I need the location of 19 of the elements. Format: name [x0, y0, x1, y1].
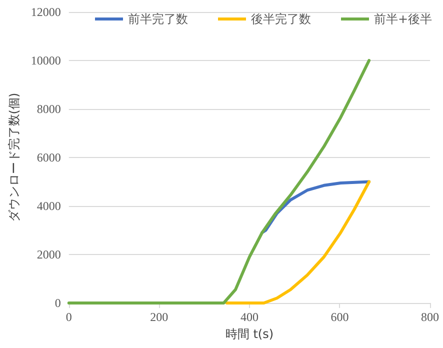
- x-tick-label: 800: [421, 310, 439, 324]
- y-tick-label: 2000: [36, 248, 61, 262]
- x-tick-label: 200: [150, 310, 168, 324]
- y-tick-label: 10000: [30, 54, 61, 68]
- y-tick-label: 0: [54, 296, 61, 310]
- y-axis-title: ダウンロード完了数(個): [7, 92, 21, 222]
- y-tick-label: 8000: [36, 102, 61, 116]
- legend-label: 前半完了数: [128, 12, 188, 26]
- line-series: [225, 180, 371, 304]
- legend-label: 後半完了数: [251, 12, 311, 26]
- x-tick-label: 0: [66, 310, 72, 324]
- line-series: [67, 59, 371, 304]
- y-tick-label: 6000: [36, 150, 61, 164]
- x-tick-label: 600: [330, 310, 349, 324]
- legend-label: 前半+後半: [374, 12, 432, 26]
- y-tick-label: 12000: [30, 5, 61, 19]
- x-tick-label: 400: [240, 310, 258, 324]
- x-axis-title: 時間 t(s): [225, 326, 274, 341]
- y-tick-label: 4000: [36, 199, 61, 213]
